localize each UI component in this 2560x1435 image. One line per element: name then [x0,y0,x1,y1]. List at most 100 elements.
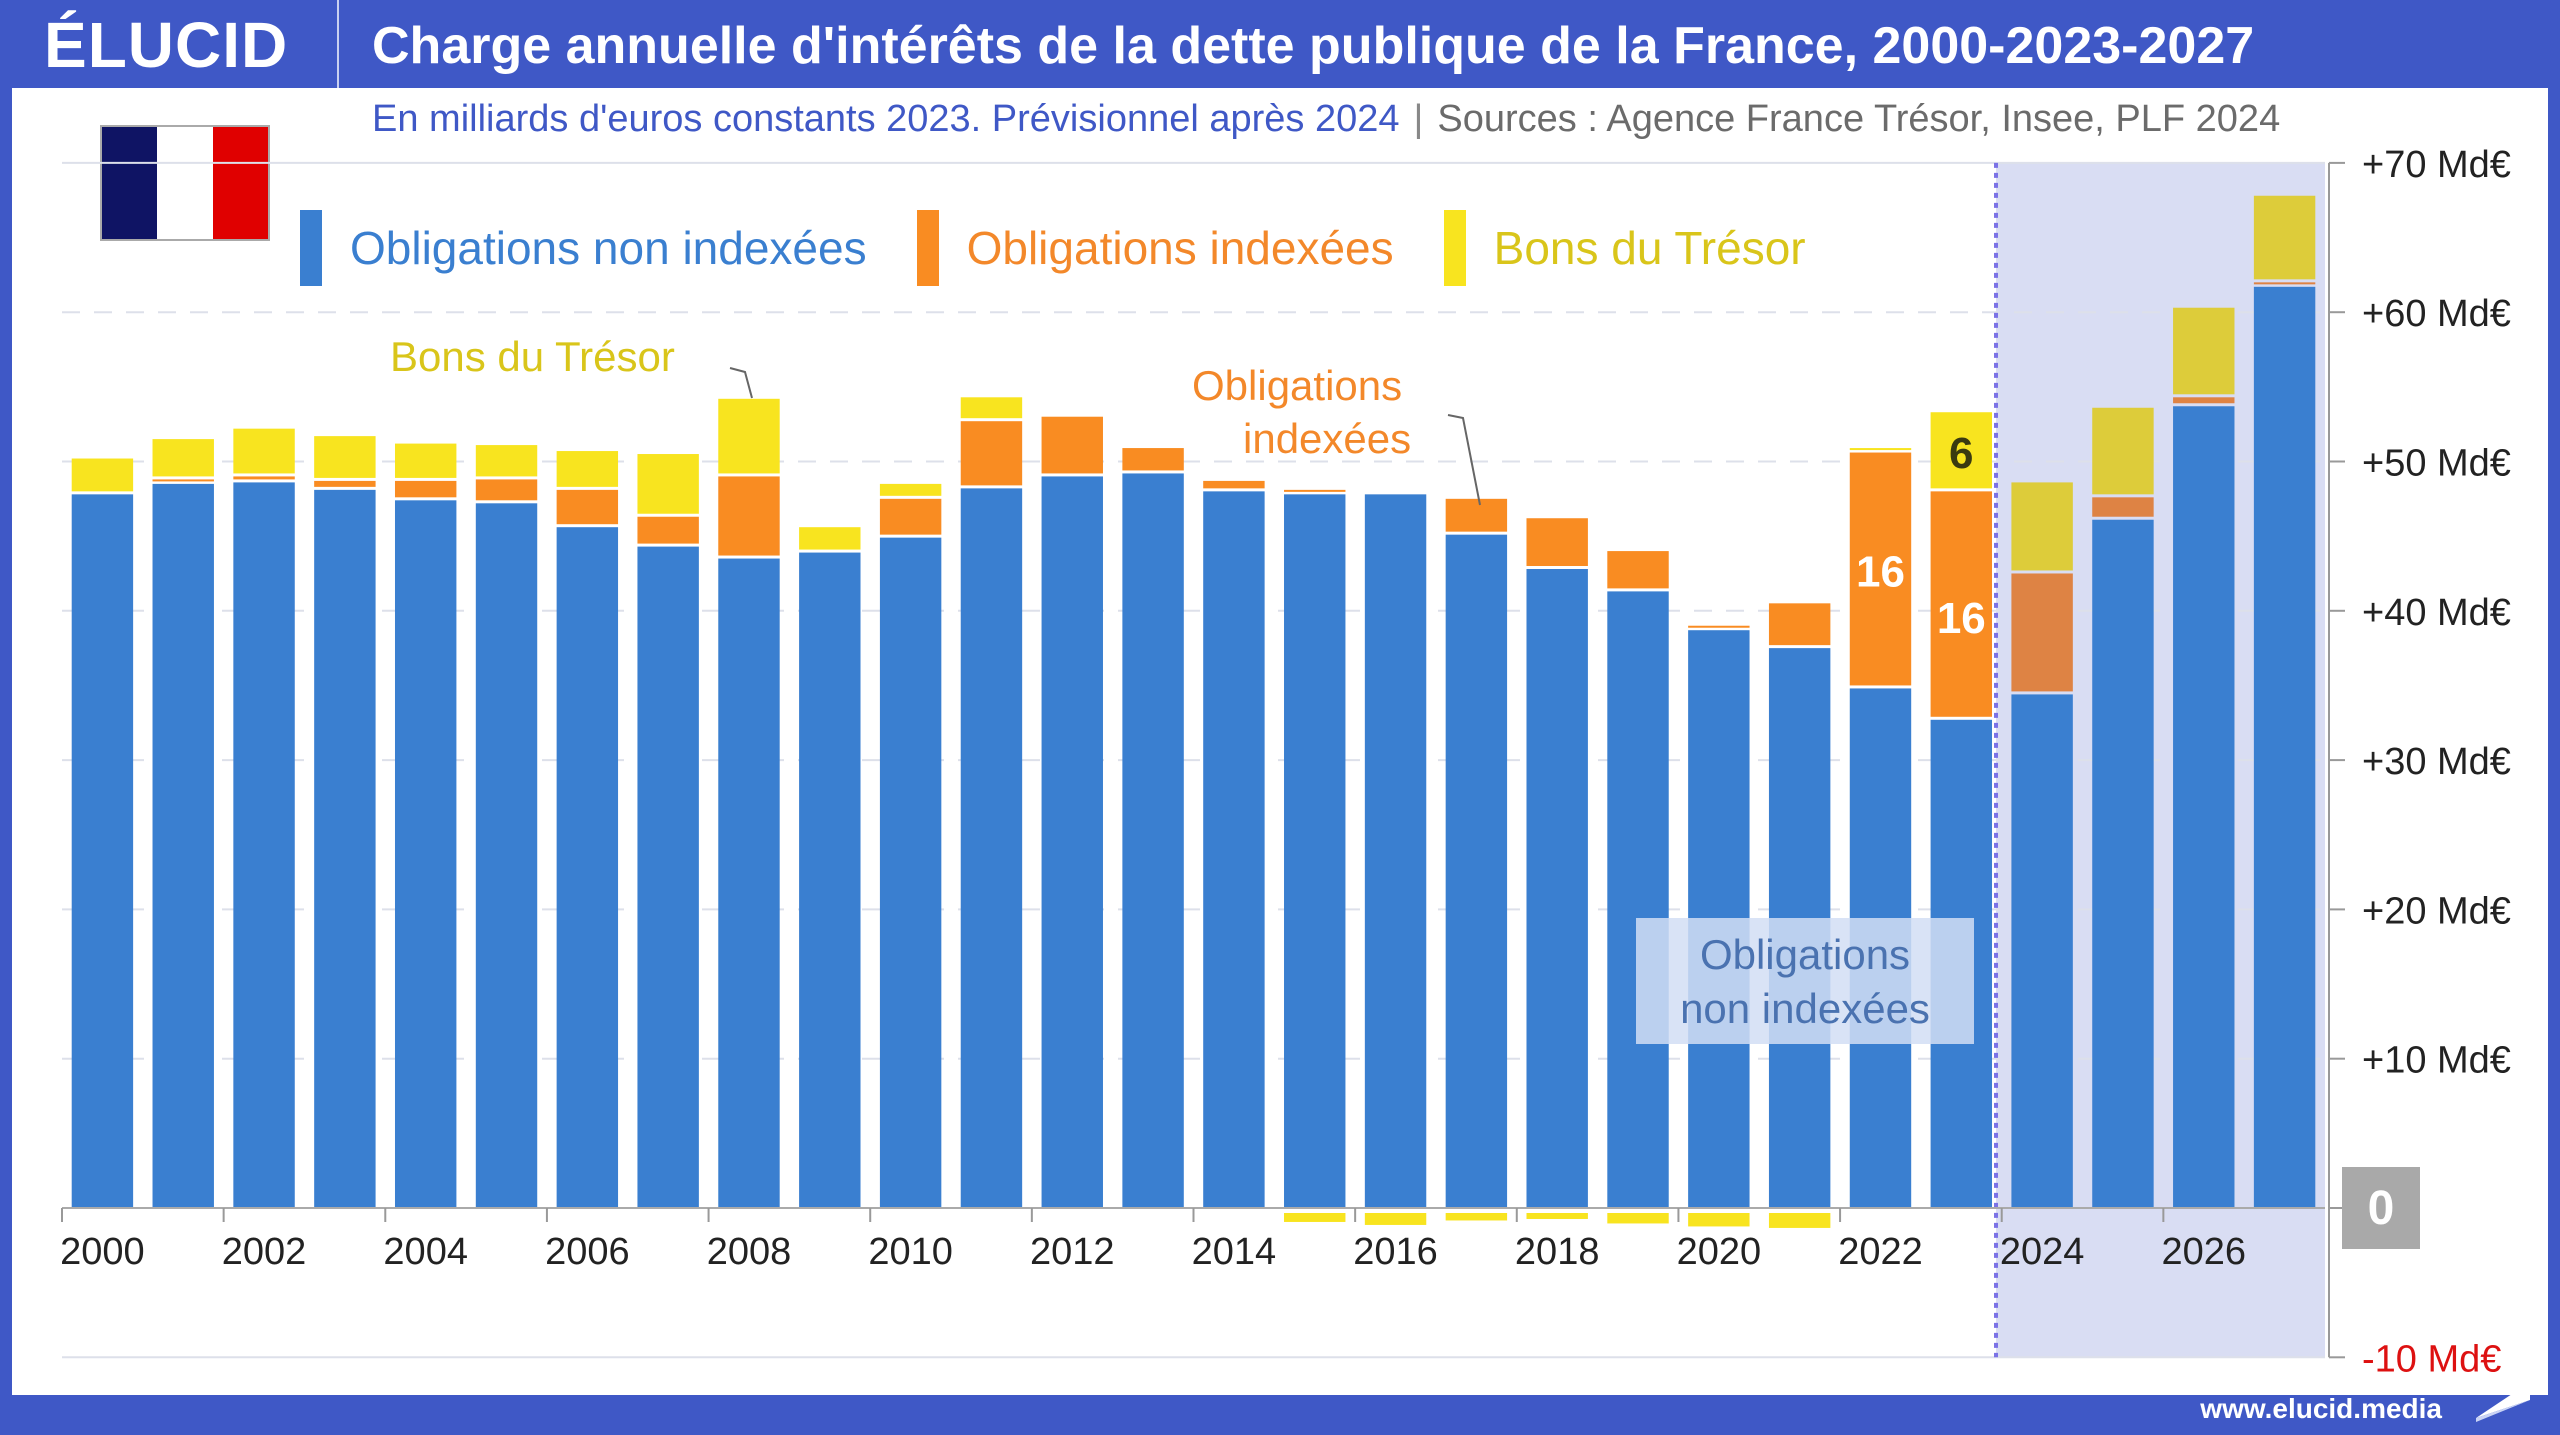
bar-non-indexed [2011,694,2073,1208]
bar-indexed [1203,480,1265,489]
bar-indexed [1041,416,1103,474]
x-tick-label: 2020 [1677,1231,1762,1273]
x-tick-label: 2022 [1838,1231,1923,1273]
legend: Obligations non indexées Obligations ind… [300,210,1856,286]
y-tick-label: +60 Md€ [2362,293,2511,335]
bar-indexed [1688,625,1750,628]
bar-bons [233,428,295,474]
annotation-indexed-line1: Obligations [1192,362,1403,409]
bar-indexed [1526,518,1588,566]
bar-non-indexed [1445,534,1508,1208]
bar-indexed [233,476,295,480]
y-tick-label: -10 Md€ [2362,1338,2501,1380]
bar-indexed [1122,448,1184,471]
bar-non-indexed [2092,519,2154,1208]
bar-bons [1688,1213,1750,1227]
bar-non-indexed [475,503,538,1209]
bar-bons [1768,1213,1831,1228]
y-tick-label: +40 Md€ [2362,592,2511,634]
leader-line-indexed [1447,414,1481,506]
annotation-non-indexed-line2: non indexées [1680,985,1930,1032]
bar-bons [799,527,861,550]
bar-non-indexed [879,537,942,1208]
bar-bons [475,445,538,477]
bar-indexed [2253,282,2316,285]
bar-bons [314,436,376,478]
bar-non-indexed [394,500,457,1208]
bar-bons [2011,482,2073,571]
bar-non-indexed [1041,476,1103,1208]
bar-indexed [960,421,1023,486]
bar-indexed [152,479,214,482]
bar-indexed [1768,603,1831,646]
x-tick-label: 2002 [222,1231,307,1273]
y-tick-label: +10 Md€ [2362,1040,2511,1082]
header-bar: ÉLUCID Charge annuelle d'intérêts de la … [0,0,2560,88]
chart-title: Charge annuelle d'intérêts de la dette p… [372,17,2255,75]
legend-swatch-indexed [916,210,939,286]
x-tick-label: 2016 [1353,1231,1438,1273]
bar-indexed [556,489,619,525]
bar-non-indexed [1122,473,1184,1209]
x-tick-label: 2018 [1515,1231,1600,1273]
bar-indexed [314,480,376,487]
x-tick-label: 2008 [707,1231,792,1273]
bar-bons [152,439,214,477]
bar-bons [1849,448,1912,451]
bar-indexed [1284,489,1346,492]
bar-non-indexed [960,488,1023,1208]
header-divider [337,0,339,88]
bar-indexed [1445,498,1508,532]
bar-indexed [2092,497,2154,517]
elucid-logo: ÉLUCID [44,9,289,81]
legend-item-indexed: Obligations indexées [916,210,1394,286]
bar-bons [1526,1213,1588,1219]
bar-bons [71,458,134,492]
bar-bons [718,398,780,474]
data-label: 16 [1937,594,1986,643]
bar-bons [2092,407,2154,495]
y-tick-label: +20 Md€ [2362,890,2511,932]
annotation-bons: Bons du Trésor [390,333,675,380]
bar-bons [394,443,457,478]
bar-non-indexed [1607,591,1669,1208]
bar-indexed [637,516,699,544]
bar-non-indexed [1203,491,1265,1208]
flag-blue-band [102,127,158,239]
bar-indexed [394,480,457,498]
bar-non-indexed [152,483,214,1208]
bar-indexed [1849,452,1912,686]
x-tick-label: 2014 [1192,1231,1277,1273]
bar-non-indexed [71,494,134,1208]
legend-label-non-indexed: Obligations non indexées [350,222,867,274]
bar-bons [637,454,699,514]
y-tick-label: +50 Md€ [2362,443,2511,485]
y-tick-label: +70 Md€ [2362,144,2511,186]
bar-non-indexed [1364,494,1427,1208]
annotation-indexed-line2: indexées [1243,415,1412,462]
bar-bons [1930,412,1993,489]
bar-indexed [718,476,780,556]
x-tick-label: 2010 [868,1231,953,1273]
bar-bons [1364,1213,1427,1225]
annotation-non-indexed: Obligations non indexées [1636,918,1974,1044]
elucid-mark-icon [2476,1382,2530,1422]
bar-non-indexed [637,546,699,1208]
legend-swatch-non-indexed [300,210,322,286]
bar-bons [1284,1213,1346,1222]
bar-non-indexed [718,558,780,1208]
footer-url[interactable]: www.elucid.media [2200,1393,2442,1424]
bar-non-indexed [2173,406,2235,1208]
bar-indexed [2173,397,2235,404]
bar-indexed [1930,491,1993,717]
sources-note: Sources : Agence France Trésor, Insee, P… [1437,98,2281,140]
legend-swatch-bons [1443,210,1466,286]
flag-red-band [212,127,268,239]
bar-indexed [1607,551,1669,589]
bar-indexed [2011,573,2073,692]
bar-bons [1445,1213,1508,1221]
unit-note: En milliards d'euros constants 2023. Pré… [372,98,1400,140]
leader-line-bons [729,367,753,399]
annotation-non-indexed-line1: Obligations [1699,931,1911,978]
france-flag-icon [100,125,270,241]
